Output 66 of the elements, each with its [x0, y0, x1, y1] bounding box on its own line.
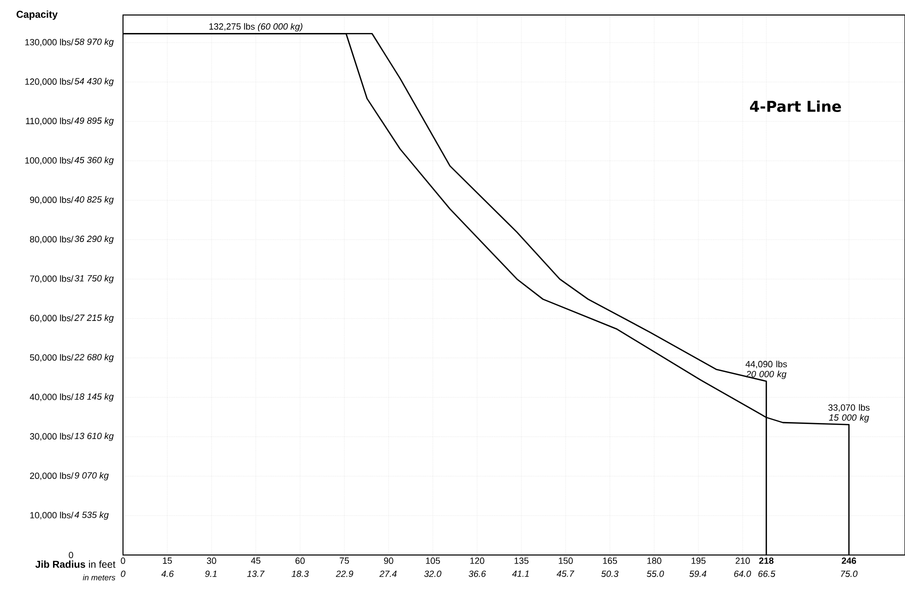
x2-tick-label: 66.5	[758, 570, 776, 577]
y2-tick-label: 45 360 kg	[74, 156, 114, 165]
annotation: 33,070 lbs 15 000 kg	[828, 404, 870, 422]
text: 4-Part Line	[750, 100, 841, 112]
x-tick-label: 210	[736, 558, 750, 564]
x-tick-label: 45	[251, 558, 260, 564]
x2-tick-label: 59.4	[689, 570, 706, 577]
y2-tick-label: 36 290 kg	[74, 235, 114, 244]
x-tick-label: 90	[384, 558, 394, 564]
x2-tick-label: 50.3	[601, 570, 618, 577]
y-tick-label: 20,000 lbs/	[30, 472, 74, 480]
y2-tick-label: 18 145 kg	[74, 393, 114, 402]
x-tick-label: 195	[692, 558, 706, 564]
y-tick-label: 130,000 lbs/	[25, 38, 74, 46]
x-tick-label: 60	[296, 558, 305, 564]
y-tick-label: 120,000 lbs/	[25, 78, 74, 86]
x2-tick-label: 36.6	[468, 570, 486, 577]
y2-tick-label: 54 430 kg	[74, 78, 114, 86]
x2-tick-label: 45.7	[556, 570, 574, 577]
x2-tick-label: 32.0	[424, 570, 442, 577]
x-tick-label: 135	[514, 558, 528, 564]
y2-tick-label: 13 610 kg	[74, 432, 114, 441]
x2-tick-label: 64.0	[734, 570, 752, 577]
x-tick-label: 105	[426, 558, 440, 564]
x-tick-label: 246	[842, 558, 856, 564]
annotation: 132,275 lbs (60 000 kg)	[209, 23, 302, 32]
x-tick-label: 0	[120, 558, 126, 564]
x2-tick-label: 75.0	[841, 570, 858, 577]
y-tick-label: 30,000 lbs/	[30, 432, 74, 441]
y-tick-label: 40,000 lbs/	[30, 394, 74, 402]
x2-tick-label: 18.3	[292, 570, 309, 577]
x2-tick-label: 55.0	[646, 570, 664, 577]
x2-tick-label: 4.6	[161, 570, 174, 577]
x2-tick-label: 13.7	[247, 570, 265, 577]
y2-tick-label: 9 070 kg	[74, 472, 109, 480]
y-axis-title: Capacity	[16, 10, 58, 20]
x-tick-label: 120	[470, 558, 484, 564]
y-tick-label: 100,000 lbs/	[25, 157, 74, 165]
x-tick-label: 15	[162, 558, 172, 564]
x2-tick-label: 41.1	[512, 570, 529, 577]
y2-tick-label: 27 215 kg	[74, 314, 114, 323]
y-tick-label: 60,000 lbs/	[30, 314, 74, 322]
y-tick-label: 90,000 lbs/	[30, 196, 74, 204]
x-tick-label: 30	[206, 558, 216, 564]
y2-tick-label: 4 535 kg	[74, 511, 109, 520]
y-tick-label: 70,000 lbs/	[30, 275, 74, 283]
x-tick-label: 218	[759, 558, 774, 564]
y2-tick-label: 31 750 kg	[74, 274, 114, 284]
x-tick-label: 180	[647, 558, 662, 564]
x-tick-label: 75	[340, 558, 349, 564]
x2-tick-label: 9.1	[205, 570, 217, 577]
y-tick-label: 10,000 lbs/	[30, 512, 74, 520]
y2-tick-label: 40 825 kg	[74, 196, 114, 204]
y-tick-label: 110,000 lbs/	[26, 118, 74, 126]
x-tick-label: 150	[558, 558, 573, 564]
x-axis-title: Jib Radius in feet	[35, 560, 116, 568]
y2-tick-label: 22 680 kg	[74, 354, 114, 362]
y-tick-label: 50,000 lbs/	[30, 354, 74, 362]
x-tick-label: 165	[603, 558, 618, 564]
x2-tick-label: 27.4	[379, 570, 397, 577]
y-tick-label: 80,000 lbs/	[30, 236, 74, 244]
y2-tick-label: 58 970 kg	[74, 38, 114, 47]
y-tick-label: 0	[68, 552, 74, 558]
x2-tick-label: 22.9	[336, 570, 354, 577]
x2-tick-label: 0	[120, 570, 126, 577]
y2-tick-label: 49 895 kg	[74, 117, 114, 126]
